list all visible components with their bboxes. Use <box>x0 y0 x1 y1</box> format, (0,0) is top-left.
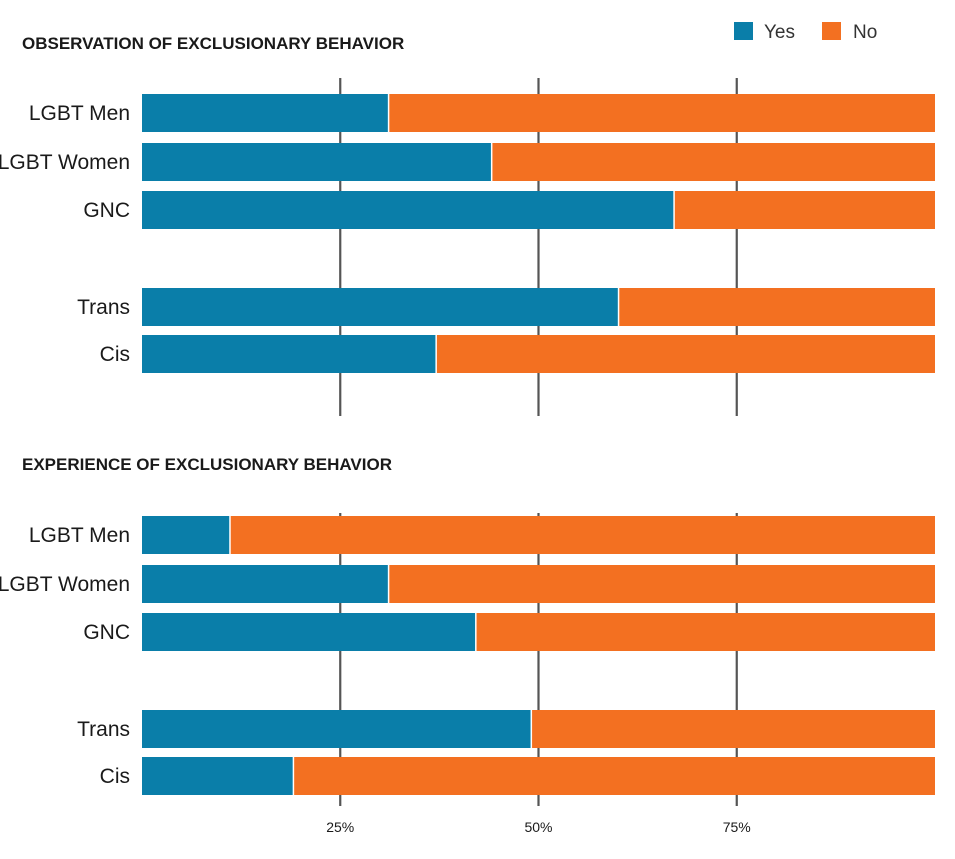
bar-yes-lgbt-women <box>142 143 491 181</box>
legend-label-no: No <box>853 22 877 43</box>
tick-label-25: 25% <box>326 819 354 835</box>
category-label-trans: Trans <box>77 718 130 741</box>
tick-label-50: 50% <box>524 819 552 835</box>
legend-swatch-yes <box>734 22 753 40</box>
bar-yes-trans <box>142 710 531 748</box>
tick-label-75: 75% <box>723 819 751 835</box>
observation-panel: OBSERVATION OF EXCLUSIONARY BEHAVIOR LGB… <box>0 34 936 416</box>
bar-yes-cis <box>142 335 436 373</box>
bar-yes-lgbt-women <box>142 565 388 603</box>
category-label-cis: Cis <box>100 343 130 366</box>
bar-no-gnc <box>674 191 935 229</box>
category-label-lgbt-men: LGBT Men <box>29 102 130 125</box>
bar-no-trans <box>619 288 935 326</box>
bar-no-lgbt-women <box>389 565 936 603</box>
legend-swatch-no <box>822 22 841 40</box>
bar-yes-cis <box>142 757 293 795</box>
bar-no-trans <box>532 710 935 748</box>
bar-no-lgbt-women <box>492 143 935 181</box>
chart-title: EXPERIENCE OF EXCLUSIONARY BEHAVIOR <box>22 455 392 474</box>
bar-no-cis <box>294 757 935 795</box>
x-axis: 25% 50% 75% <box>326 819 751 835</box>
bar-yes-lgbt-men <box>142 94 388 132</box>
category-label-lgbt-women: LGBT Women <box>0 151 130 174</box>
category-label-lgbt-men: LGBT Men <box>29 524 130 547</box>
bar-yes-gnc <box>142 191 674 229</box>
category-label-cis: Cis <box>100 765 130 788</box>
bar-no-lgbt-men <box>230 516 936 554</box>
bar-yes-trans <box>142 288 618 326</box>
bar-no-cis <box>436 335 935 373</box>
category-label-lgbt-women: LGBT Women <box>0 573 130 596</box>
bar-yes-lgbt-men <box>142 516 230 554</box>
bar-no-gnc <box>476 613 935 651</box>
category-label-gnc: GNC <box>83 199 130 222</box>
category-label-trans: Trans <box>77 296 130 319</box>
experience-panel: EXPERIENCE OF EXCLUSIONARY BEHAVIOR LGBT… <box>0 455 936 806</box>
legend-label-yes: Yes <box>764 22 795 43</box>
legend: Yes No <box>734 22 877 43</box>
bar-no-lgbt-men <box>389 94 936 132</box>
category-label-gnc: GNC <box>83 621 130 644</box>
chart-title: OBSERVATION OF EXCLUSIONARY BEHAVIOR <box>22 34 404 53</box>
bar-yes-gnc <box>142 613 476 651</box>
